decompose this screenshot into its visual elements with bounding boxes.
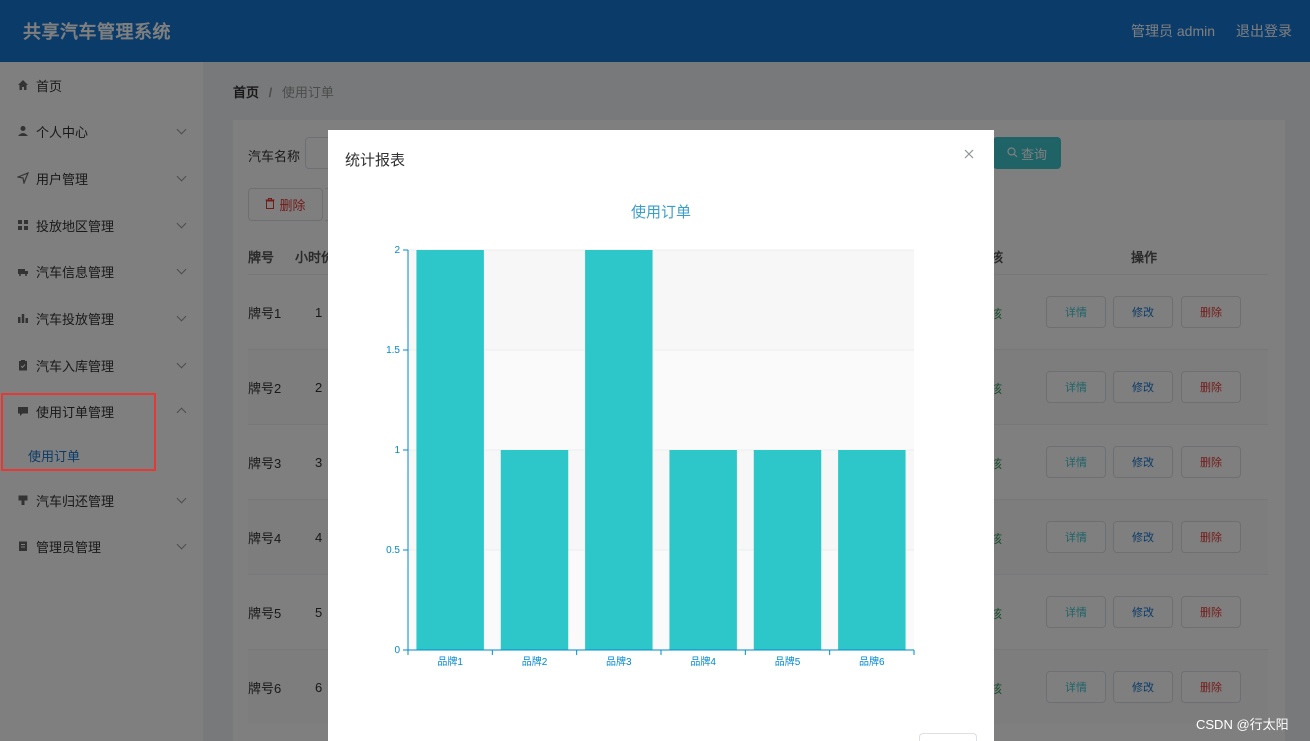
modal-title: 统计报表 [345,152,406,169]
bar-品牌3 [585,250,653,650]
x-tick-label: 品牌6 [859,655,885,668]
annotation-highlight-box [1,393,156,471]
y-tick-label: 0.5 [386,545,400,556]
bar-品牌6 [838,450,906,650]
bar-品牌1 [416,250,484,650]
y-tick-label: 1 [394,445,400,456]
y-tick-label: 2 [394,245,400,256]
grid-band [408,350,914,450]
modal-footer-button[interactable] [919,733,977,741]
x-tick-label: 品牌4 [690,655,716,668]
bar-品牌4 [669,450,737,650]
bar-chart: 0 0.5 1 1.5 2 品牌1 品牌2 品牌3 品牌4 品牌5 品牌6 [386,245,915,668]
y-tick-label: 1.5 [386,345,400,356]
grid-band [408,550,914,650]
chart-title: 使用订单 [630,204,691,221]
y-tick-label: 0 [394,645,400,656]
bar-品牌2 [500,450,569,650]
grid-band [408,250,914,350]
bar-品牌5 [753,450,822,650]
x-tick-label: 品牌2 [522,655,548,668]
x-tick-label: 品牌5 [775,655,801,668]
grid-band [408,450,914,550]
x-tick-label: 品牌1 [437,655,463,668]
statistics-modal: 统计报表 使用订单 0 0.5 1 1.5 2 品牌1 品牌2 品牌3 品牌4 品牌5 品牌6 [328,130,994,741]
close-icon[interactable] [964,146,974,164]
watermark: CSDN @行太阳 [1196,717,1289,732]
x-tick-label: 品牌3 [606,655,632,668]
